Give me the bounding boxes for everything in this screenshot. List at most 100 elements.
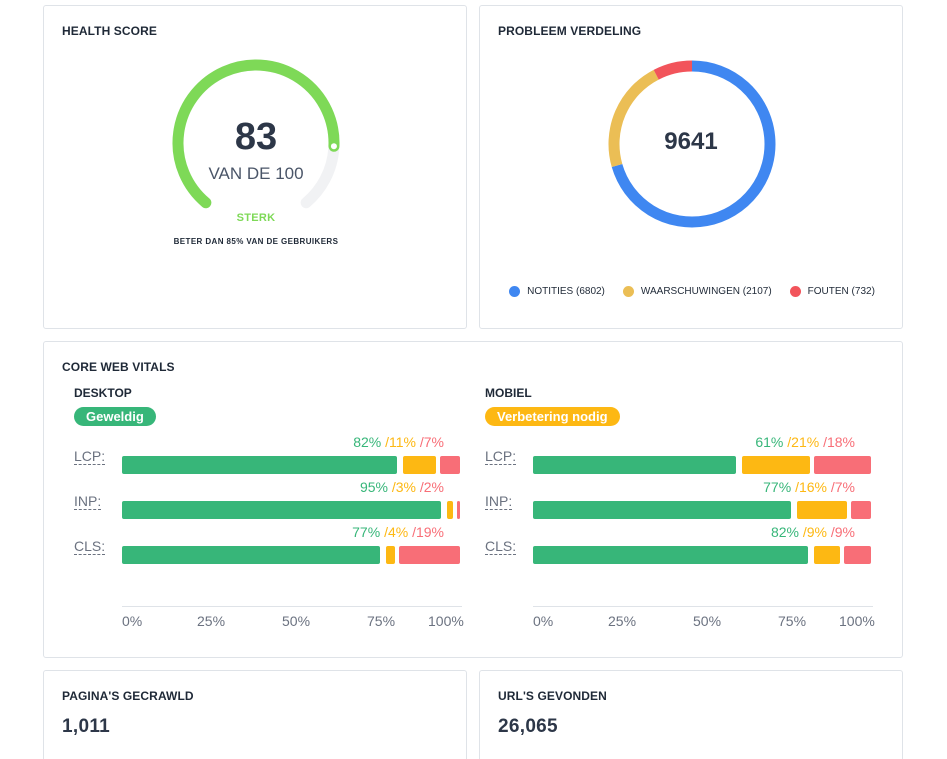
mobile-metric-percentages: 82% /9% /9% (515, 524, 855, 540)
mobile-metric-bar (533, 501, 873, 519)
donut-slice-notities[interactable] (611, 60, 776, 228)
desktop-metric-label-inp[interactable]: INP: (74, 493, 102, 510)
donut-slice-waarschuwingen[interactable] (608, 69, 659, 168)
urls-found-value: 26,065 (498, 716, 558, 737)
pct-poor-label: /9% (830, 524, 855, 540)
bar-segment-avg[interactable] (742, 456, 810, 474)
bar-segment-good[interactable] (533, 456, 737, 474)
gauge-fill (172, 59, 340, 209)
urls-found-card: URL'S GEVONDEN 26,065 (479, 670, 903, 759)
desktop-panel: DESKTOP Geweldig LCP: 82% /11% /7% INP: 95%… (44, 342, 464, 657)
pct-poor-label: /19% (412, 524, 444, 540)
axis-tick: 75% (367, 613, 396, 629)
pct-avg-label: /21% (787, 434, 820, 450)
desktop-metric-label-cls[interactable]: CLS: (74, 538, 106, 555)
desktop-metric-bar (122, 456, 462, 474)
legend-dot-waarschuwingen (622, 286, 634, 297)
bar-segment-avg[interactable] (385, 546, 396, 564)
pages-crawled-value: 1,011 (62, 716, 110, 737)
health-score-value: 83 (234, 116, 278, 158)
issue-total: 9641 (664, 128, 718, 155)
issue-legend: NOTITIES (6802) WAARSCHUWINGEN (2107) FO… (480, 286, 904, 297)
mobile-title: MOBIEL (485, 386, 532, 400)
pct-good-label: 77% (763, 479, 792, 495)
bar-segment-avg[interactable] (402, 456, 437, 474)
mobile-metric-row-inp: INP: 77% /16% /7% (455, 479, 871, 524)
desktop-axis-line (122, 606, 462, 607)
donut-slice-fouten[interactable] (653, 60, 693, 80)
desktop-metric-percentages: 95% /3% /2% (104, 479, 444, 495)
pct-poor-label: /7% (419, 434, 444, 450)
mobile-metric-percentages: 77% /16% /7% (515, 479, 855, 495)
desktop-metric-row-lcp: LCP: 82% /11% /7% (44, 434, 460, 479)
axis-tick: 0% (122, 613, 143, 629)
issue-distribution-title: PROBLEEM VERDELING (498, 24, 642, 38)
pct-avg-label: /3% (391, 479, 416, 495)
legend-label-notities: NOTITIES (6802) (527, 286, 605, 297)
bar-segment-poor[interactable] (399, 546, 460, 564)
pct-avg-label: /4% (384, 524, 409, 540)
legend-dot-fouten (789, 286, 801, 297)
legend-item-waarschuwingen[interactable]: WAARSCHUWINGEN (2107) (622, 286, 772, 297)
mobile-metric-bar (533, 456, 873, 474)
bar-segment-poor[interactable] (813, 456, 871, 474)
desktop-title: DESKTOP (74, 386, 132, 400)
bar-segment-poor[interactable] (844, 546, 871, 564)
mobile-metric-bar (533, 546, 873, 564)
health-score-title: HEALTH SCORE (62, 24, 157, 38)
bar-segment-good[interactable] (122, 501, 441, 519)
health-score-out-of: VAN DE 100 (208, 164, 304, 183)
mobile-metric-percentages: 61% /21% /18% (515, 434, 855, 450)
legend-label-fouten: FOUTEN (732) (807, 286, 875, 297)
axis-tick: 50% (282, 613, 311, 629)
issue-distribution-card: PROBLEEM VERDELING 9641 NOTITIES (6802) … (479, 5, 903, 329)
axis-tick: 100% (428, 613, 464, 629)
pct-poor-label: /18% (823, 434, 855, 450)
pct-good-label: 77% (352, 524, 381, 540)
bar-segment-poor[interactable] (457, 501, 461, 519)
legend-dot-notities (509, 286, 521, 297)
desktop-metric-label-lcp[interactable]: LCP: (74, 448, 106, 465)
pages-crawled-card: PAGINA'S GECRAWLD 1,011 (43, 670, 467, 759)
mobile-metric-row-lcp: LCP: 61% /21% /18% (455, 434, 871, 479)
bar-segment-poor[interactable] (851, 501, 871, 519)
bar-segment-poor[interactable] (440, 456, 460, 474)
mobile-metric-label-inp[interactable]: INP: (485, 493, 513, 510)
bar-segment-avg[interactable] (813, 546, 841, 564)
pct-avg-label: /11% (385, 434, 416, 450)
axis-tick: 50% (693, 613, 722, 629)
mobile-status-badge: Verbetering nodig (485, 407, 620, 426)
bar-segment-good[interactable] (122, 546, 380, 564)
mobile-axis-line (533, 606, 873, 607)
urls-found-title: URL'S GEVONDEN (498, 689, 607, 703)
legend-label-waarschuwingen: WAARSCHUWINGEN (2107) (640, 286, 772, 297)
gauge-knob (330, 143, 337, 150)
pct-good-label: 82% (353, 434, 382, 450)
mobile-metric-label-lcp[interactable]: LCP: (485, 448, 517, 465)
bar-segment-good[interactable] (533, 501, 791, 519)
health-score-gauge (172, 59, 340, 209)
axis-tick: 25% (608, 613, 637, 629)
issue-donut-chart (608, 60, 776, 228)
bar-segment-good[interactable] (533, 546, 808, 564)
bar-segment-avg[interactable] (447, 501, 454, 519)
legend-item-notities[interactable]: NOTITIES (6802) (509, 286, 605, 297)
desktop-metric-percentages: 82% /11% /7% (104, 434, 444, 450)
health-score-rating: STERK (236, 212, 276, 224)
pages-crawled-title: PAGINA'S GECRAWLD (62, 689, 194, 703)
mobile-metric-label-cls[interactable]: CLS: (485, 538, 517, 555)
mobile-metric-row-cls: CLS: 82% /9% /9% (455, 524, 871, 569)
bar-segment-good[interactable] (122, 456, 397, 474)
desktop-status-badge: Geweldig (74, 407, 156, 426)
axis-tick: 75% (778, 613, 807, 629)
bar-segment-avg[interactable] (796, 501, 848, 519)
desktop-metric-bar (122, 546, 462, 564)
axis-tick: 100% (839, 613, 875, 629)
pct-poor-label: /7% (830, 479, 855, 495)
core-web-vitals-card: CORE WEB VITALS DESKTOP Geweldig LCP: 82%… (43, 341, 903, 658)
health-score-caption: BETER DAN 85% VAN DE GEBRUIKERS (173, 237, 339, 246)
health-score-card: HEALTH SCORE 83 VAN DE 100 STERK BETER D… (43, 5, 467, 329)
pct-avg-label: /9% (802, 524, 827, 540)
legend-item-fouten[interactable]: FOUTEN (732) (789, 286, 875, 297)
desktop-metric-bar (122, 501, 462, 519)
